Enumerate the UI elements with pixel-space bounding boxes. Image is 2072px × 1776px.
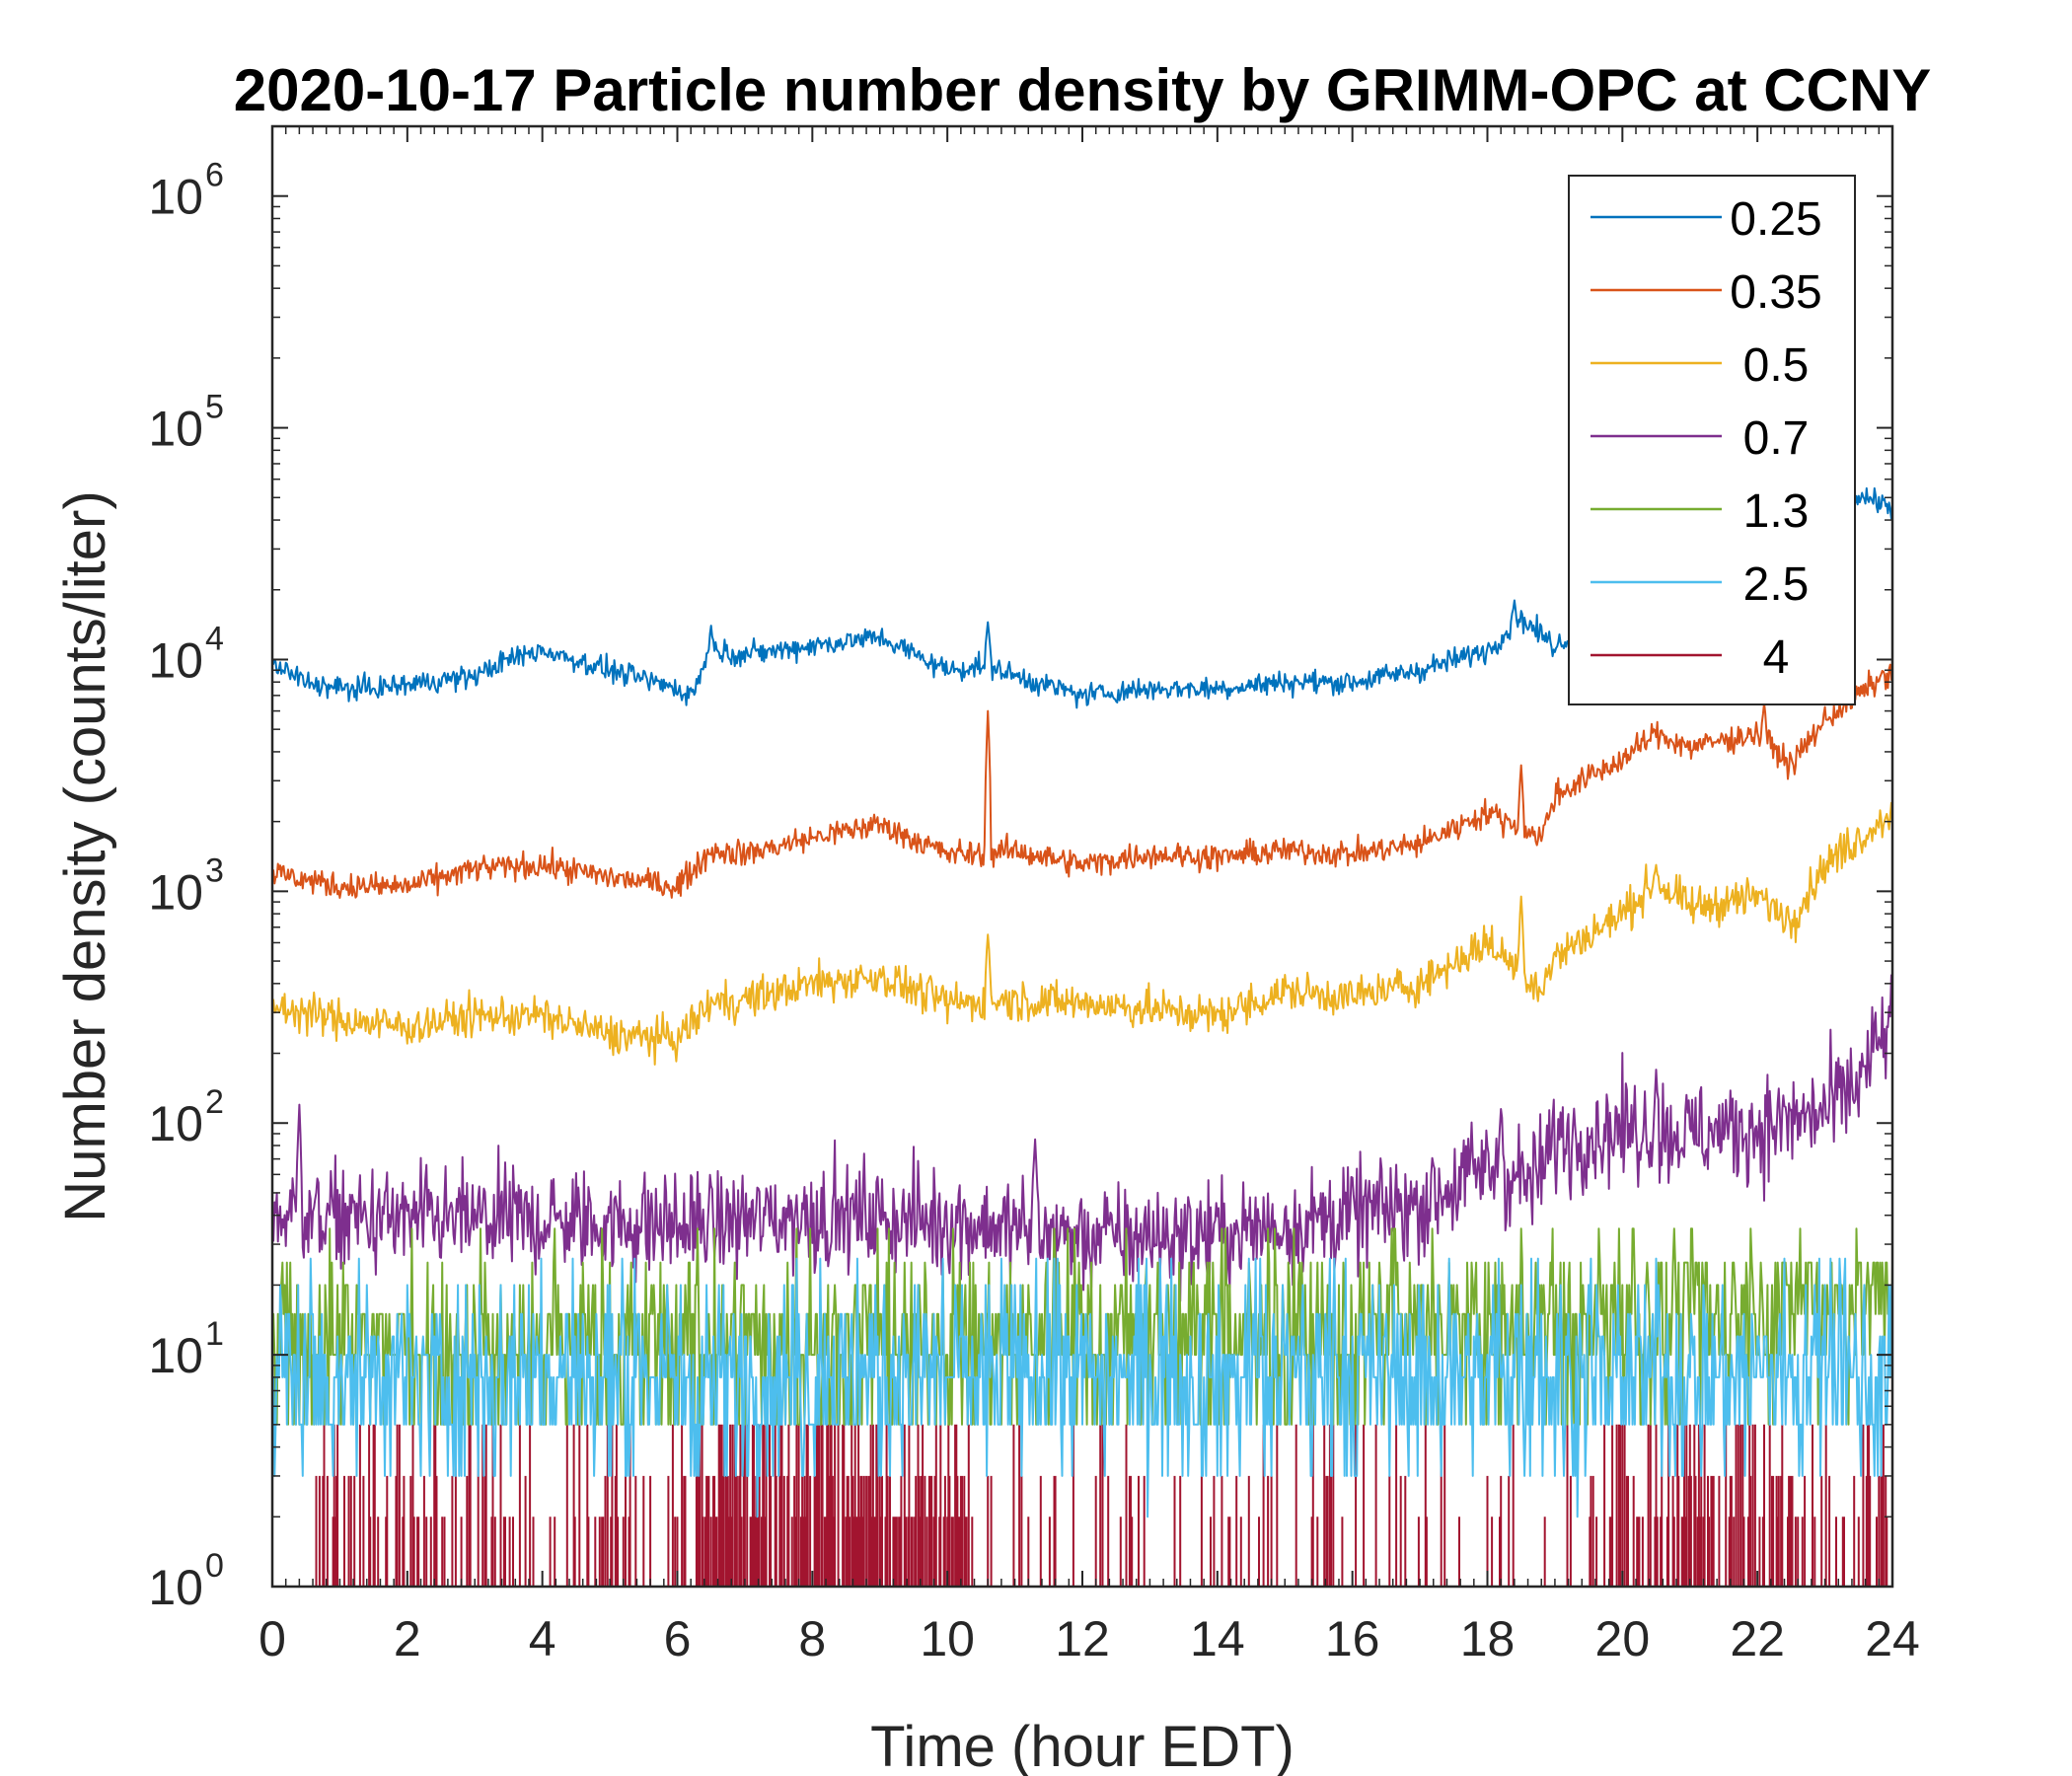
y-tick-exponent: 0 (205, 1547, 224, 1585)
x-tick-label: 4 (529, 1611, 556, 1666)
x-tick-label: 20 (1595, 1611, 1651, 1666)
series-line-0-5 (272, 801, 1892, 1066)
x-tick-label: 0 (259, 1611, 286, 1666)
x-tick-label: 2 (394, 1611, 421, 1666)
y-tick-base: 10 (148, 1096, 203, 1151)
x-tick-label: 10 (920, 1611, 975, 1666)
minor-ticks (272, 125, 1892, 1587)
legend-label: 0.7 (1743, 412, 1810, 465)
y-tick-base: 10 (148, 1560, 203, 1615)
x-tick-label: 14 (1190, 1611, 1245, 1666)
x-tick-label: 6 (664, 1611, 692, 1666)
y-axis-label: Number density (counts/liter) (53, 490, 117, 1221)
legend-label: 0.35 (1730, 266, 1821, 319)
y-tick-label: 10 1 (148, 1315, 224, 1383)
y-tick-base: 10 (148, 1328, 203, 1383)
y-tick-label: 10 0 (148, 1547, 224, 1615)
y-tick-label: 10 3 (148, 851, 224, 920)
x-tick-label: 18 (1460, 1611, 1516, 1666)
x-tick-label: 12 (1055, 1611, 1110, 1666)
x-axis-ticks: 0 2 4 6 8 10 12 14 16 18 20 22 24 (259, 126, 1920, 1666)
y-tick-base: 10 (148, 632, 203, 688)
y-tick-exponent: 5 (205, 389, 224, 426)
y-tick-exponent: 3 (205, 851, 224, 889)
y-tick-exponent: 4 (205, 620, 224, 657)
legend-label: 1.3 (1743, 485, 1810, 538)
x-tick-label: 16 (1325, 1611, 1380, 1666)
y-tick-label: 10 2 (148, 1083, 224, 1151)
legend-box (1568, 175, 1856, 705)
series-line-4 (315, 1424, 1888, 1587)
y-tick-base: 10 (148, 864, 203, 920)
series-line-2-5 (272, 1257, 1892, 1518)
legend-label: 0.25 (1730, 193, 1821, 246)
y-tick-label: 10 4 (148, 620, 224, 688)
series-line-0-7 (272, 974, 1892, 1302)
legend: 0.25 0.35 0.5 0.7 1.3 2.5 4 (1568, 175, 1856, 705)
y-tick-base: 10 (148, 402, 203, 457)
y-tick-base: 10 (148, 170, 203, 225)
x-tick-label: 8 (798, 1611, 826, 1666)
legend-label: 2.5 (1743, 558, 1810, 611)
legend-label: 4 (1763, 631, 1790, 684)
y-tick-exponent: 1 (205, 1315, 224, 1353)
axes-box (270, 124, 1894, 1589)
y-tick-exponent: 2 (205, 1083, 224, 1121)
y-tick-label: 10 6 (148, 157, 224, 225)
chart-title: 2020-10-17 Particle number density by GR… (234, 57, 1932, 123)
x-tick-label: 22 (1730, 1611, 1785, 1666)
legend-label: 0.5 (1743, 339, 1810, 392)
series-line-0-35 (272, 658, 1892, 899)
x-tick-label: 24 (1865, 1611, 1920, 1666)
y-tick-exponent: 6 (205, 157, 224, 194)
x-axis-label: Time (hour EDT) (870, 1715, 1295, 1776)
y-tick-label: 10 5 (148, 389, 224, 457)
